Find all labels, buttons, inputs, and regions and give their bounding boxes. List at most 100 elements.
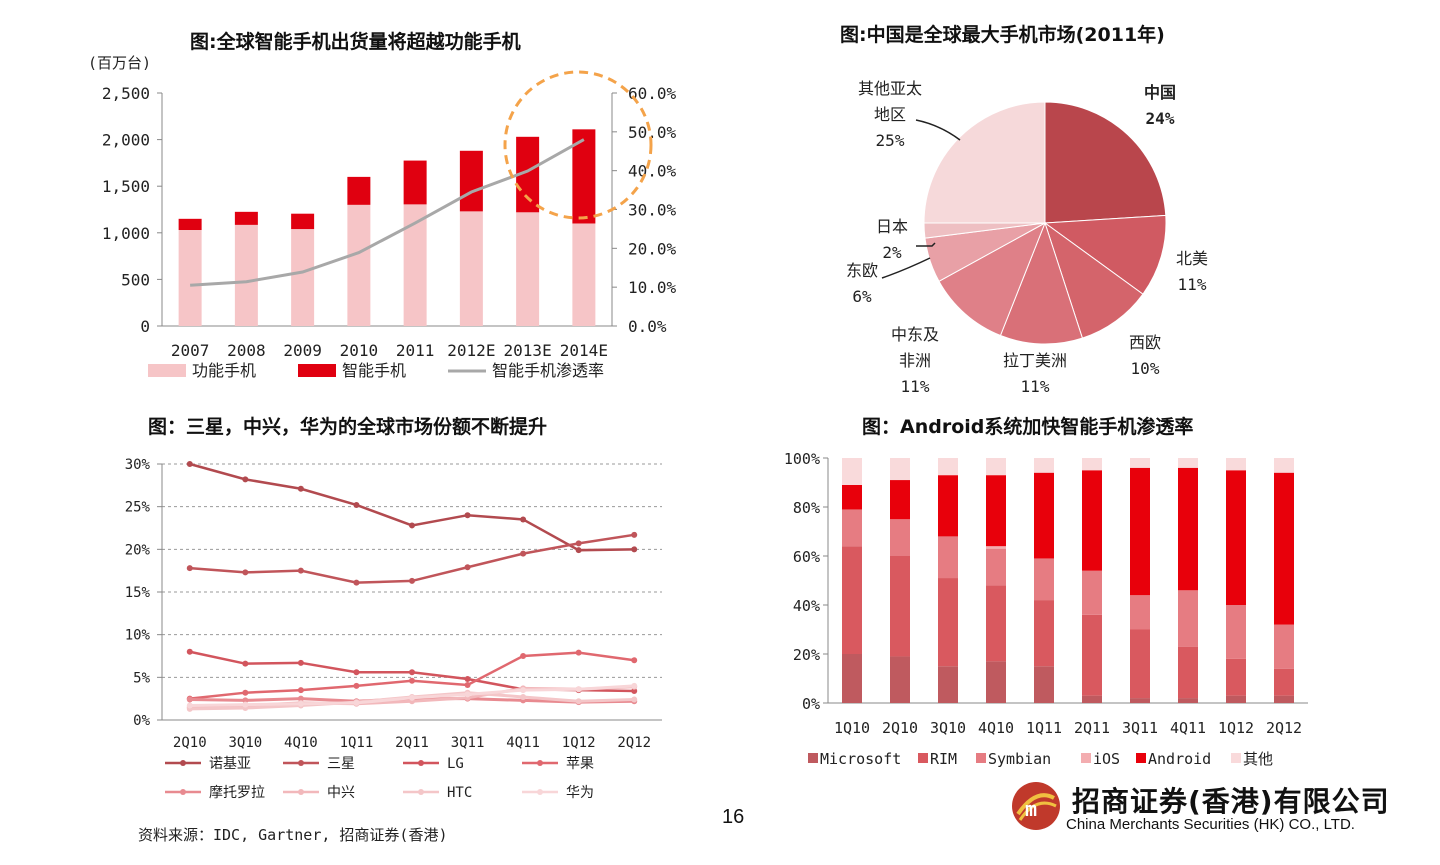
legend-marker bbox=[418, 760, 424, 766]
pie-pct-label: 11% bbox=[1178, 275, 1207, 294]
y-tick-label-right: 30.0% bbox=[628, 201, 677, 220]
bar-segment bbox=[1178, 467, 1198, 591]
x-tick-label: 4Q11 bbox=[506, 735, 540, 751]
bar-segment bbox=[1178, 458, 1198, 468]
series-point bbox=[520, 693, 527, 700]
page-number: 16 bbox=[722, 806, 745, 828]
pie-pct-label: 11% bbox=[1021, 377, 1050, 396]
series-point bbox=[631, 687, 638, 694]
pie-slice bbox=[938, 221, 1046, 337]
bar-segment bbox=[1130, 458, 1150, 468]
bar-segment bbox=[842, 484, 862, 510]
legend-label: 智能手机渗透率 bbox=[492, 361, 604, 380]
bar-segment bbox=[842, 458, 862, 485]
bar-smartphone bbox=[291, 213, 315, 230]
legend-label: 其他 bbox=[1243, 750, 1273, 768]
legend-swatch bbox=[976, 753, 986, 763]
y-tick-label-right: 20.0% bbox=[628, 239, 677, 258]
y-tick-label-left: 1,500 bbox=[102, 177, 150, 196]
legend-marker bbox=[537, 760, 543, 766]
chart-vendor-panel: 图：三星，中兴，华为的全球市场份额不断提升 0% 5% 10% 15% 20% 25% 30… bbox=[0, 400, 700, 820]
x-tick-label: 2Q11 bbox=[395, 735, 429, 751]
pie-label: 北美 bbox=[1176, 249, 1208, 268]
series-line-penetration bbox=[190, 138, 585, 287]
bar-feature-phone bbox=[347, 204, 371, 326]
bar-segment bbox=[1034, 472, 1054, 559]
shipments-chart: 0 500 1,000 1,500 2,000 2,500 0.0% 10.0% 20.0% 30… bbox=[102, 70, 677, 380]
bar-segment bbox=[1274, 472, 1294, 625]
pie-label: 地区 bbox=[874, 105, 906, 124]
series-point bbox=[353, 579, 360, 586]
series-point bbox=[297, 695, 304, 702]
x-tick-label: 2007 bbox=[171, 341, 210, 360]
bar-segment bbox=[1178, 698, 1198, 703]
series-point bbox=[464, 691, 471, 698]
series-point bbox=[242, 476, 249, 483]
legend-swatch-smart bbox=[298, 364, 336, 377]
chart-os-panel: 图：Android系统加快智能手机渗透率 0% 20% 40% 60% 80% 100% 1… bbox=[720, 400, 1440, 780]
x-tick-label: 2011 bbox=[396, 341, 435, 360]
pie-label: 东欧 bbox=[846, 261, 878, 280]
pie-label: 非洲 bbox=[899, 351, 931, 370]
bar-segment bbox=[1274, 695, 1294, 703]
chart-title: 图：Android系统加快智能手机渗透率 bbox=[862, 416, 1194, 438]
bar-segment bbox=[1178, 590, 1198, 647]
series-point bbox=[575, 686, 582, 693]
bar-segment bbox=[938, 475, 958, 537]
series-point bbox=[409, 669, 415, 676]
series-point bbox=[631, 696, 638, 703]
bar-segment bbox=[890, 656, 910, 703]
legend-label: RIM bbox=[930, 750, 957, 768]
bar-segment bbox=[938, 536, 958, 579]
bar-segment bbox=[1130, 595, 1150, 630]
series-point bbox=[631, 682, 638, 689]
y-tick-label-left: 2,500 bbox=[102, 84, 150, 103]
x-tick-label: 1Q10 bbox=[834, 719, 870, 737]
x-tick-label: 2012E bbox=[447, 341, 495, 360]
series-point bbox=[353, 669, 360, 676]
x-tick-label: 3Q11 bbox=[1122, 719, 1158, 737]
bar-feature-phone bbox=[291, 229, 315, 326]
bar-segment bbox=[1226, 470, 1246, 605]
series-point bbox=[186, 461, 193, 467]
x-tick-label: 2Q10 bbox=[882, 719, 918, 737]
legend-label: Symbian bbox=[988, 750, 1051, 768]
bar-segment bbox=[1082, 614, 1102, 696]
pie-slice bbox=[1043, 214, 1167, 295]
x-tick-label: 1Q12 bbox=[1218, 719, 1254, 737]
y-tick-label: 100% bbox=[784, 450, 820, 468]
bar-segment bbox=[986, 546, 1006, 549]
leader-line bbox=[915, 119, 961, 141]
series-point bbox=[409, 577, 415, 584]
legend-label: 智能手机 bbox=[342, 361, 406, 380]
company-logo: m 招商证券(香港)有限公司 China Merchants Securitie… bbox=[1010, 778, 1390, 838]
series-point bbox=[242, 697, 249, 704]
vendor-share-chart: 0% 5% 10% 15% 20% 25% 30% 2Q10 3Q10 4Q10 1Q11 2Q11 3… bbox=[125, 457, 662, 801]
bar-segment bbox=[1130, 629, 1150, 699]
pie-pct-label: 11% bbox=[901, 377, 930, 396]
bar-segment bbox=[1130, 698, 1150, 703]
y-tick-label: 0% bbox=[802, 695, 820, 713]
y-tick-label-left: 2,000 bbox=[102, 131, 150, 150]
y-tick-label-right: 0.0% bbox=[628, 317, 667, 336]
x-tick-label: 2Q12 bbox=[617, 735, 651, 751]
bar-segment bbox=[986, 585, 1006, 662]
x-tick-label: 1Q11 bbox=[1026, 719, 1062, 737]
chart-title: 图：三星，中兴，华为的全球市场份额不断提升 bbox=[148, 416, 548, 438]
bar-segment bbox=[1082, 695, 1102, 703]
legend-label: 功能手机 bbox=[192, 361, 256, 380]
x-tick-label: 1Q12 bbox=[562, 735, 596, 751]
bar-segment bbox=[1082, 570, 1102, 615]
logo-mark-icon: m bbox=[1012, 782, 1060, 830]
legend-label: iOS bbox=[1093, 750, 1120, 768]
leader-line bbox=[916, 242, 936, 247]
legend-label: 中兴 bbox=[327, 785, 355, 801]
bar-feature-phone bbox=[403, 204, 427, 326]
series-point bbox=[242, 689, 249, 696]
y-tick-label: 60% bbox=[793, 548, 820, 566]
bar-segment bbox=[842, 654, 862, 703]
pie-label: 其他亚太 bbox=[858, 79, 922, 98]
legend-marker bbox=[298, 760, 304, 766]
x-tick-label: 2008 bbox=[227, 341, 266, 360]
